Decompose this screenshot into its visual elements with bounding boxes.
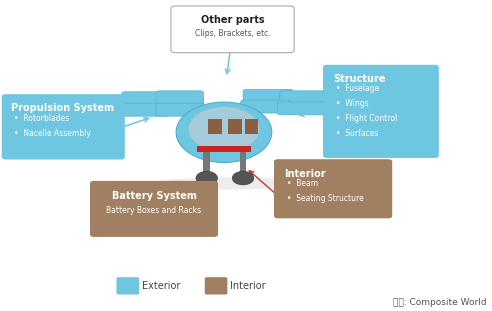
Bar xyxy=(148,98,204,104)
Circle shape xyxy=(196,171,217,185)
Text: •  Fuselage: • Fuselage xyxy=(336,84,379,93)
FancyBboxPatch shape xyxy=(122,92,169,105)
Text: Clips, Brackets, etc.: Clips, Brackets, etc. xyxy=(195,30,270,39)
Text: •  Rotorblades: • Rotorblades xyxy=(14,114,70,123)
Bar xyxy=(197,146,251,152)
Bar xyxy=(245,119,258,134)
Bar xyxy=(240,152,246,177)
FancyBboxPatch shape xyxy=(156,91,204,104)
FancyBboxPatch shape xyxy=(243,89,293,102)
Text: Structure: Structure xyxy=(333,74,385,84)
FancyBboxPatch shape xyxy=(323,65,439,158)
FancyBboxPatch shape xyxy=(241,100,291,113)
Text: Interior: Interior xyxy=(284,169,325,179)
Ellipse shape xyxy=(188,107,259,152)
Text: •  Surfaces: • Surfaces xyxy=(336,129,378,138)
FancyBboxPatch shape xyxy=(277,102,328,115)
Text: Battery Boxes and Racks: Battery Boxes and Racks xyxy=(106,206,202,215)
Text: 자료: Composite World: 자료: Composite World xyxy=(393,298,487,307)
FancyBboxPatch shape xyxy=(171,6,294,53)
Bar xyxy=(148,110,204,115)
Ellipse shape xyxy=(176,102,272,162)
Text: Interior: Interior xyxy=(230,281,266,291)
FancyBboxPatch shape xyxy=(156,103,204,116)
Circle shape xyxy=(232,171,254,185)
Bar xyxy=(208,119,222,134)
Text: •  Wings: • Wings xyxy=(336,99,369,108)
Text: Propulsion System: Propulsion System xyxy=(11,104,115,114)
FancyBboxPatch shape xyxy=(274,159,392,218)
Text: •  Flight Control: • Flight Control xyxy=(336,114,397,123)
FancyBboxPatch shape xyxy=(90,181,218,237)
Text: Other parts: Other parts xyxy=(201,15,264,25)
FancyBboxPatch shape xyxy=(117,277,139,295)
Text: Exterior: Exterior xyxy=(142,281,181,291)
Text: •  Beam: • Beam xyxy=(287,179,318,188)
FancyBboxPatch shape xyxy=(1,94,125,160)
Bar xyxy=(203,152,210,177)
FancyBboxPatch shape xyxy=(280,91,330,104)
Bar xyxy=(245,96,304,101)
FancyBboxPatch shape xyxy=(122,103,169,116)
Text: •  Seating Structure: • Seating Structure xyxy=(287,193,364,202)
Bar xyxy=(245,107,304,112)
Text: Battery System: Battery System xyxy=(112,191,196,201)
Ellipse shape xyxy=(155,177,303,190)
Bar xyxy=(228,119,242,134)
Text: •  Nacelle Assembly: • Nacelle Assembly xyxy=(14,128,92,137)
FancyBboxPatch shape xyxy=(205,277,227,295)
Ellipse shape xyxy=(179,124,269,156)
